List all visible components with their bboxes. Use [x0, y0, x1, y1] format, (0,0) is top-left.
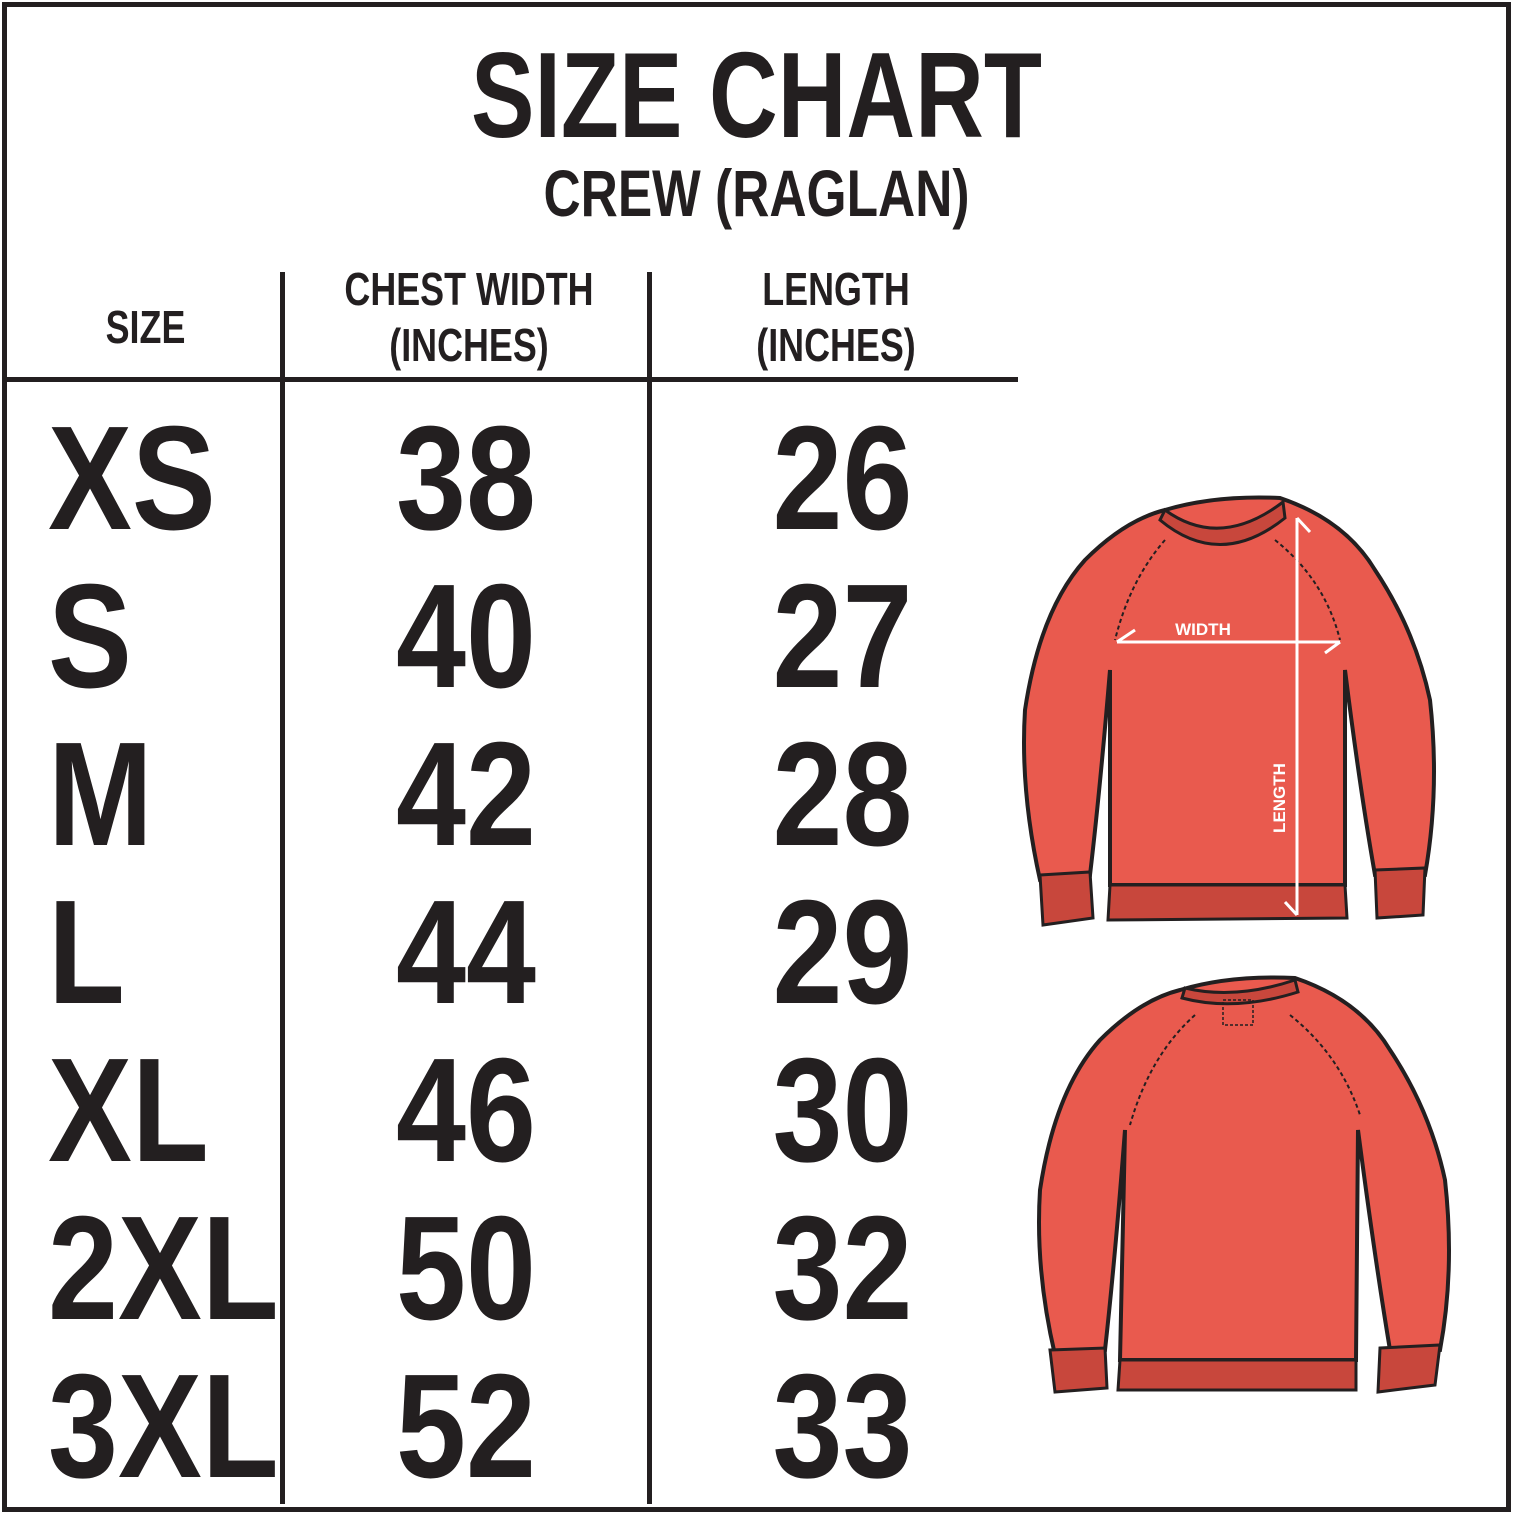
column-divider — [647, 272, 652, 1504]
width-label: WIDTH — [1175, 620, 1231, 639]
cell-size: XS — [48, 396, 216, 561]
cell-size: S — [48, 554, 132, 719]
cell-chest: 50 — [396, 1186, 536, 1351]
page-title: SIZE CHART — [471, 27, 1042, 163]
header-divider — [5, 377, 1018, 382]
header-length-line1: LENGTH — [762, 263, 910, 315]
cell-size: L — [48, 870, 125, 1035]
header-length-line2: (INCHES) — [756, 319, 916, 371]
cell-chest: 46 — [396, 1028, 536, 1193]
cell-size: 2XL — [48, 1186, 279, 1351]
sweater-front-illustration: WIDTH LENGTH — [1022, 495, 1436, 927]
cell-size: XL — [48, 1028, 209, 1193]
cell-chest: 38 — [396, 396, 536, 561]
cell-length: 33 — [772, 1344, 913, 1509]
length-label: LENGTH — [1270, 763, 1289, 833]
cell-chest: 42 — [396, 712, 536, 877]
cell-length: 29 — [772, 870, 913, 1035]
sweater-back-illustration — [1037, 975, 1451, 1394]
header-chest-line1: CHEST WIDTH — [344, 263, 594, 315]
header-size: SIZE — [105, 301, 186, 353]
cell-length: 27 — [772, 554, 913, 719]
page-subtitle: CREW (RAGLAN) — [543, 156, 970, 230]
column-divider — [280, 272, 285, 1504]
cell-chest: 40 — [396, 554, 536, 719]
cell-size: 3XL — [48, 1344, 279, 1509]
cell-length: 26 — [772, 396, 913, 561]
cell-length: 30 — [772, 1028, 913, 1193]
header-chest-line2: (INCHES) — [389, 319, 549, 371]
cell-chest: 44 — [396, 870, 536, 1035]
cell-chest: 52 — [396, 1344, 536, 1509]
cell-length: 32 — [772, 1186, 913, 1351]
cell-length: 28 — [772, 712, 913, 877]
cell-size: M — [48, 712, 153, 877]
